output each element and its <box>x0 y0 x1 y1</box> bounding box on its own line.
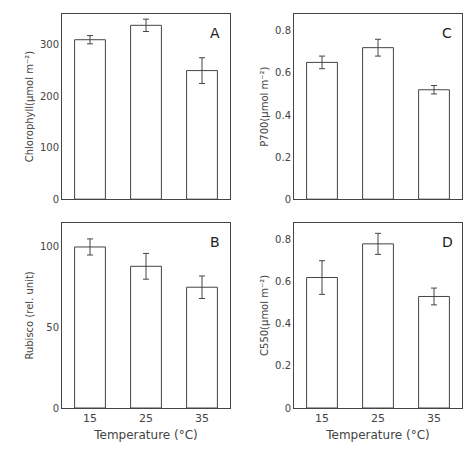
svg-text:0.4: 0.4 <box>275 318 291 329</box>
svg-text:C550(μmol m⁻²): C550(μmol m⁻²) <box>259 275 270 356</box>
svg-text:15: 15 <box>83 412 97 425</box>
svg-text:Temperature (°C): Temperature (°C) <box>93 428 198 442</box>
svg-text:100: 100 <box>40 241 59 252</box>
svg-text:Chlorophyll(μmol m⁻²): Chlorophyll(μmol m⁻²) <box>24 51 35 162</box>
svg-text:P700(μmol m⁻²): P700(μmol m⁻²) <box>259 66 270 146</box>
svg-text:C: C <box>442 25 452 41</box>
svg-text:0.8: 0.8 <box>275 25 291 36</box>
svg-text:25: 25 <box>139 412 153 425</box>
svg-text:Rubisco (rel. unit): Rubisco (rel. unit) <box>24 271 35 359</box>
svg-text:0: 0 <box>285 403 291 414</box>
svg-text:0.6: 0.6 <box>275 67 291 78</box>
svg-text:A: A <box>210 25 220 41</box>
svg-text:100: 100 <box>40 142 59 153</box>
svg-text:Temperature (°C): Temperature (°C) <box>325 428 430 442</box>
svg-text:0: 0 <box>285 194 291 205</box>
svg-text:0.4: 0.4 <box>275 110 291 121</box>
svg-text:50: 50 <box>46 322 59 333</box>
svg-text:0.6: 0.6 <box>275 276 291 287</box>
svg-text:0: 0 <box>53 403 59 414</box>
svg-text:15: 15 <box>315 412 329 425</box>
svg-text:0.2: 0.2 <box>275 360 291 371</box>
svg-text:35: 35 <box>427 412 441 425</box>
svg-text:D: D <box>442 234 453 250</box>
svg-text:0.8: 0.8 <box>275 234 291 245</box>
svg-text:0: 0 <box>53 194 59 205</box>
svg-text:200: 200 <box>40 91 59 102</box>
svg-text:0.2: 0.2 <box>275 152 291 163</box>
svg-text:35: 35 <box>195 412 209 425</box>
svg-text:300: 300 <box>40 39 59 50</box>
svg-text:25: 25 <box>371 412 385 425</box>
svg-text:B: B <box>210 234 220 250</box>
